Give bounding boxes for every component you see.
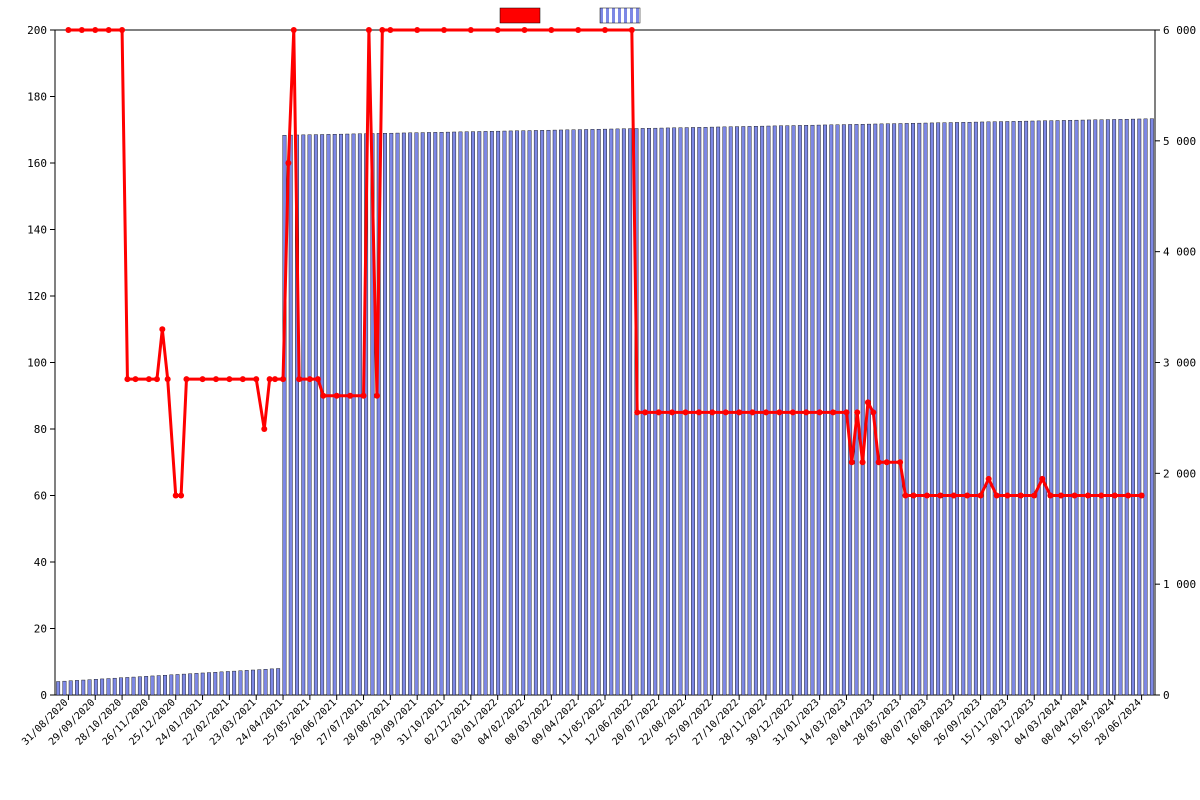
svg-text:180: 180 [27, 91, 47, 104]
svg-text:160: 160 [27, 157, 47, 170]
svg-text:5 000: 5 000 [1163, 135, 1196, 148]
svg-text:60: 60 [34, 490, 47, 503]
bar-series [56, 119, 1153, 695]
legend [500, 8, 640, 23]
svg-text:3 000: 3 000 [1163, 357, 1196, 370]
left-y-axis: 0 20 40 60 80 100 120 140 160 180 200 [27, 24, 55, 702]
svg-text:100: 100 [27, 357, 47, 370]
legend-bar-swatch [600, 8, 640, 23]
svg-text:120: 120 [27, 290, 47, 303]
svg-text:140: 140 [27, 224, 47, 237]
svg-text:20: 20 [34, 623, 47, 636]
combo-chart: 0 20 40 60 80 100 120 140 160 180 200 0 1 000 2 000 3… [0, 0, 1200, 800]
x-axis: 31/08/202029/09/202028/10/202026/11/2020… [20, 695, 1144, 748]
svg-text:40: 40 [34, 556, 47, 569]
right-y-axis: 0 1 000 2 000 3 000 4 000 5 000 6 000 [1155, 24, 1196, 702]
svg-text:0: 0 [40, 689, 47, 702]
legend-line-swatch [500, 8, 540, 23]
svg-text:2 000: 2 000 [1163, 467, 1196, 480]
svg-text:200: 200 [27, 24, 47, 37]
svg-text:80: 80 [34, 423, 47, 436]
svg-text:31/08/2020: 31/08/2020 [20, 697, 70, 747]
svg-text:0: 0 [1163, 689, 1170, 702]
svg-text:6 000: 6 000 [1163, 24, 1196, 37]
svg-text:4 000: 4 000 [1163, 246, 1196, 259]
svg-text:1 000: 1 000 [1163, 578, 1196, 591]
